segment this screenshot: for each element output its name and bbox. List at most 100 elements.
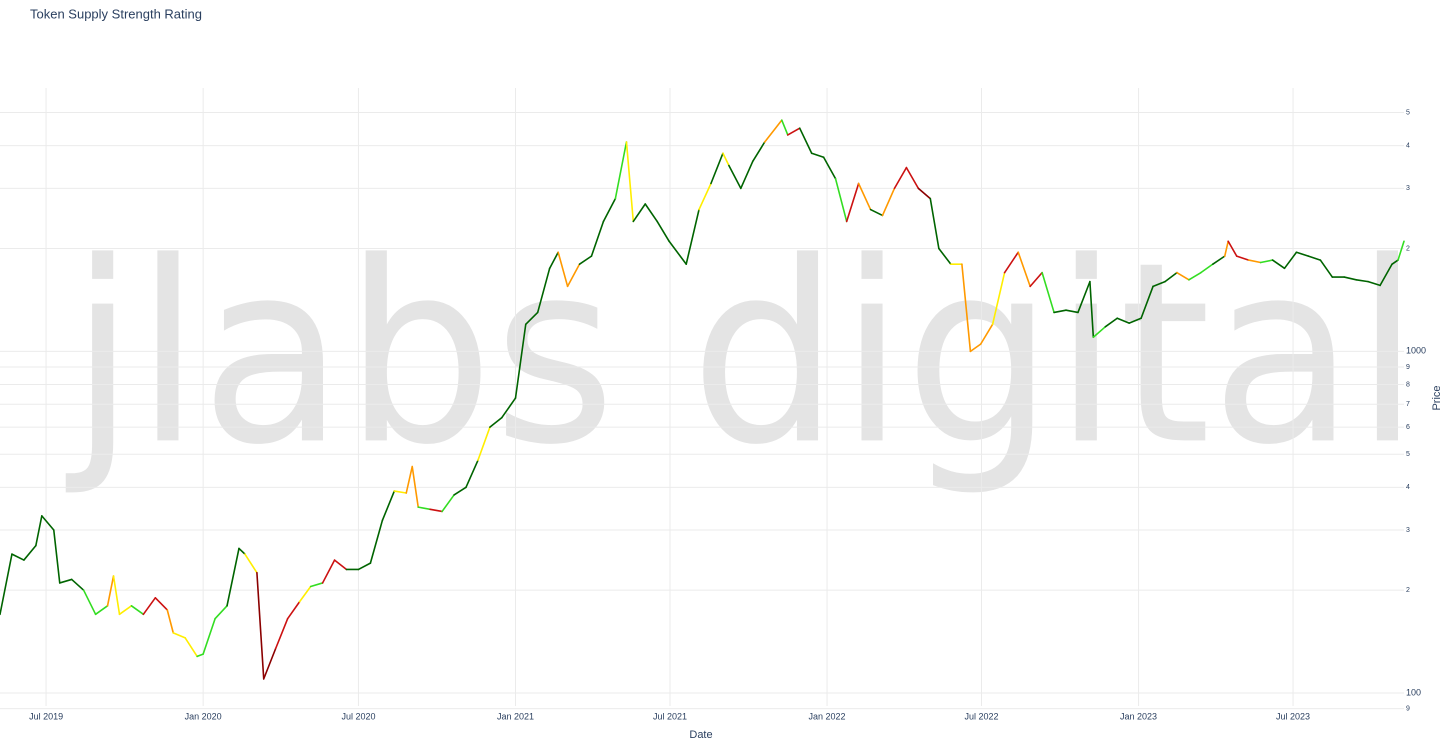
- line-segment: [286, 600, 301, 620]
- line-segment: [740, 160, 754, 190]
- line-segment: [834, 177, 848, 223]
- line-segment: [656, 220, 670, 243]
- line-segment: [11, 553, 25, 561]
- line-segment: [298, 585, 312, 603]
- line-segment: [1397, 240, 1405, 261]
- line-segment: [1379, 263, 1393, 287]
- line-segment: [536, 267, 551, 314]
- line-segment: [1092, 326, 1107, 339]
- line-segment: [357, 562, 372, 571]
- line-segment: [309, 582, 324, 588]
- line-segment: [411, 465, 420, 508]
- line-segment: [70, 578, 85, 591]
- line-segment: [477, 426, 491, 462]
- line-segment: [214, 605, 228, 620]
- line-segment: [112, 575, 121, 616]
- line-segment: [566, 263, 581, 288]
- x-tick-label: Jul 2023: [1276, 711, 1310, 721]
- y-tick-label: 1000: [1406, 346, 1426, 356]
- y-tick-label: 4: [1406, 484, 1410, 491]
- line-segment: [1140, 285, 1154, 320]
- line-segment: [514, 323, 527, 399]
- line-segment: [1128, 317, 1142, 324]
- line-segment: [1391, 259, 1399, 265]
- line-segment: [501, 397, 517, 419]
- y-tick-label: 3: [1406, 527, 1410, 534]
- line-segment: [226, 547, 240, 607]
- line-segment: [1355, 278, 1369, 283]
- line-segment: [961, 263, 972, 353]
- line-segment: [917, 187, 932, 200]
- line-segment: [381, 490, 396, 522]
- line-segment: [166, 609, 175, 634]
- line-segment: [405, 465, 414, 494]
- line-segment: [94, 605, 109, 616]
- line-segment: [929, 197, 940, 250]
- x-tick-label: Jan 2020: [185, 711, 222, 721]
- line-segment: [41, 515, 55, 531]
- line-segment: [58, 578, 73, 584]
- x-tick-label: Jan 2022: [809, 711, 846, 721]
- line-segment: [429, 508, 443, 513]
- y-tick-label: 9: [1406, 706, 1410, 713]
- line-segment: [781, 119, 789, 136]
- line-segment: [106, 575, 115, 607]
- line-segment: [369, 519, 384, 564]
- line-segment: [1295, 251, 1310, 257]
- line-segment: [1003, 251, 1020, 274]
- line-segment: [710, 152, 724, 185]
- line-segment: [822, 156, 837, 180]
- line-segment: [35, 515, 43, 547]
- line-segment: [489, 416, 503, 428]
- chart-title: Token Supply Strength Rating: [30, 6, 202, 21]
- line-segment: [256, 571, 265, 680]
- line-segment: [1065, 309, 1079, 314]
- line-segment: [1017, 251, 1031, 288]
- line-segment: [1343, 276, 1358, 281]
- line-segment: [548, 251, 559, 270]
- line-segment: [244, 553, 258, 574]
- line-segment: [938, 247, 952, 265]
- line-segment: [1053, 309, 1067, 314]
- line-segment: [23, 544, 37, 561]
- line-segment: [202, 617, 216, 655]
- x-tick-label: Jul 2020: [341, 711, 375, 721]
- x-tick-label: Jan 2023: [1120, 711, 1157, 721]
- line-segment: [130, 605, 145, 616]
- y-tick-label: 2: [1406, 587, 1410, 594]
- line-segment: [1247, 259, 1262, 264]
- y-tick-label: 5: [1406, 109, 1410, 116]
- line-segment: [1116, 317, 1130, 324]
- line-segment: [1077, 280, 1091, 314]
- line-segment: [991, 271, 1006, 326]
- line-segment: [578, 255, 593, 265]
- x-tick-label: Jul 2021: [653, 711, 687, 721]
- watermark: jlabs digital: [65, 208, 1420, 499]
- line-segment: [1029, 271, 1043, 288]
- y-tick-label: 4: [1406, 143, 1410, 150]
- line-segment: [0, 553, 13, 616]
- line-segment: [1200, 263, 1214, 274]
- line-segment: [262, 647, 277, 680]
- line-segment: [154, 596, 169, 611]
- line-segment: [644, 203, 658, 223]
- line-segment: [1041, 271, 1055, 314]
- y-tick-label: 7: [1406, 401, 1410, 408]
- line-segment: [845, 182, 860, 223]
- x-tick-label: Jul 2019: [29, 711, 63, 721]
- line-segment: [417, 506, 431, 511]
- line-segment: [1176, 271, 1190, 281]
- line-segment: [82, 589, 97, 616]
- line-segment: [1367, 280, 1381, 287]
- y-tick-label: 9: [1406, 364, 1410, 371]
- line-segment: [751, 141, 766, 163]
- line-segment: [632, 203, 647, 223]
- line-segment: [557, 251, 569, 288]
- line-segment: [1223, 240, 1229, 257]
- line-segment: [274, 617, 289, 650]
- x-tick-label: Jul 2022: [965, 711, 999, 721]
- line-segment: [969, 343, 982, 353]
- line-segment: [1089, 280, 1095, 339]
- line-segment: [1307, 255, 1322, 261]
